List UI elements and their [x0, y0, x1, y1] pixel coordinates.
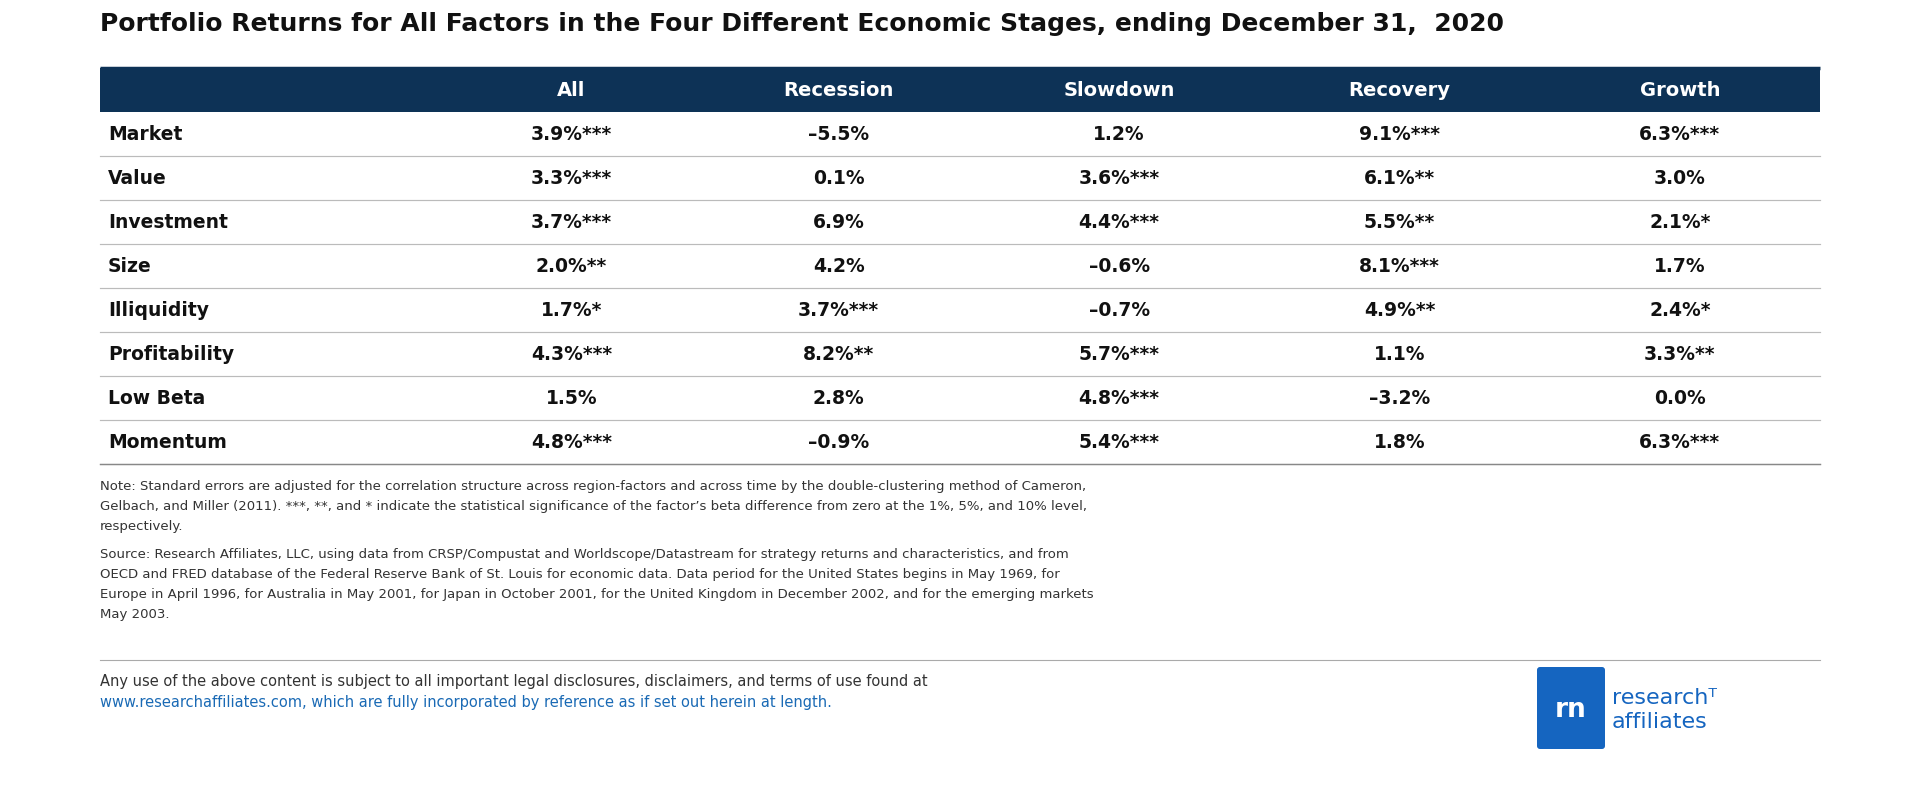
Text: 5.7%***: 5.7%*** [1079, 345, 1160, 364]
Text: 3.6%***: 3.6%*** [1079, 168, 1160, 187]
Text: Size: Size [108, 256, 152, 276]
Text: Portfolio Returns for All Factors in the Four Different Economic Stages, ending : Portfolio Returns for All Factors in the… [100, 12, 1503, 36]
Text: www.researchaffiliates.com, which are fully incorporated by reference as if set : www.researchaffiliates.com, which are fu… [100, 695, 831, 710]
Text: 1.2%: 1.2% [1092, 125, 1144, 144]
Text: Growth: Growth [1640, 80, 1720, 99]
Text: 1.1%: 1.1% [1373, 345, 1425, 364]
Text: 8.1%***: 8.1%*** [1359, 256, 1440, 276]
Text: 3.7%***: 3.7%*** [799, 300, 879, 319]
Text: respectively.: respectively. [100, 520, 184, 533]
Text: Investment: Investment [108, 213, 228, 232]
Text: Illiquidity: Illiquidity [108, 300, 209, 319]
Text: 3.7%***: 3.7%*** [530, 213, 612, 232]
Text: Recession: Recession [783, 80, 895, 99]
Text: 1.7%*: 1.7%* [541, 300, 603, 319]
Text: researchᵀ: researchᵀ [1613, 688, 1716, 708]
Text: –3.2%: –3.2% [1369, 388, 1430, 407]
Text: 3.3%***: 3.3%*** [530, 168, 612, 187]
Text: 5.4%***: 5.4%*** [1079, 433, 1160, 452]
Bar [100, 68, 1820, 112]
Text: Value: Value [108, 168, 167, 187]
Text: 6.9%: 6.9% [812, 213, 864, 232]
Text: 1.8%: 1.8% [1373, 433, 1425, 452]
Text: 1.7%: 1.7% [1653, 256, 1705, 276]
Text: 0.1%: 0.1% [812, 168, 864, 187]
Text: Note: Standard errors are adjusted for the correlation structure across region-f: Note: Standard errors are adjusted for t… [100, 480, 1087, 493]
Text: 0.0%: 0.0% [1653, 388, 1705, 407]
Text: 6.3%***: 6.3%*** [1640, 125, 1720, 144]
Text: 4.2%: 4.2% [812, 256, 864, 276]
Text: Low Beta: Low Beta [108, 388, 205, 407]
Text: 5.5%**: 5.5%** [1363, 213, 1434, 232]
Text: affiliates: affiliates [1613, 712, 1707, 732]
Text: –0.7%: –0.7% [1089, 300, 1150, 319]
Text: Europe in April 1996, for Australia in May 2001, for Japan in October 2001, for : Europe in April 1996, for Australia in M… [100, 588, 1094, 601]
FancyBboxPatch shape [1538, 667, 1605, 749]
Text: 6.3%***: 6.3%*** [1640, 433, 1720, 452]
Text: 2.1%*: 2.1%* [1649, 213, 1711, 232]
Text: Momentum: Momentum [108, 433, 227, 452]
Text: Gelbach, and Miller (2011). ***, **, and * indicate the statistical significance: Gelbach, and Miller (2011). ***, **, and… [100, 500, 1087, 513]
Text: May 2003.: May 2003. [100, 608, 169, 621]
Text: 2.4%*: 2.4%* [1649, 300, 1711, 319]
Text: 1.5%: 1.5% [545, 388, 597, 407]
Text: 4.4%***: 4.4%*** [1079, 213, 1160, 232]
Text: 4.9%**: 4.9%** [1363, 300, 1434, 319]
Text: 4.8%***: 4.8%*** [1079, 388, 1160, 407]
Text: 8.2%**: 8.2%** [803, 345, 874, 364]
Text: Slowdown: Slowdown [1064, 80, 1175, 99]
Text: All: All [557, 80, 586, 99]
Text: 3.0%: 3.0% [1653, 168, 1705, 187]
Text: 9.1%***: 9.1%*** [1359, 125, 1440, 144]
Text: Market: Market [108, 125, 182, 144]
Text: rn: rn [1555, 697, 1586, 723]
Text: OECD and FRED database of the Federal Reserve Bank of St. Louis for economic dat: OECD and FRED database of the Federal Re… [100, 568, 1060, 581]
Text: 3.3%**: 3.3%** [1644, 345, 1716, 364]
Text: 4.8%***: 4.8%*** [530, 433, 612, 452]
Text: –0.6%: –0.6% [1089, 256, 1150, 276]
Text: –5.5%: –5.5% [808, 125, 870, 144]
Text: Any use of the above content is subject to all important legal disclosures, disc: Any use of the above content is subject … [100, 674, 927, 689]
Text: 3.9%***: 3.9%*** [530, 125, 612, 144]
Text: –0.9%: –0.9% [808, 433, 870, 452]
Text: Profitability: Profitability [108, 345, 234, 364]
Text: Recovery: Recovery [1348, 80, 1450, 99]
Text: 4.3%***: 4.3%*** [530, 345, 612, 364]
Text: 6.1%**: 6.1%** [1363, 168, 1434, 187]
Text: 2.0%**: 2.0%** [536, 256, 607, 276]
Text: 2.8%: 2.8% [812, 388, 864, 407]
Text: Source: Research Affiliates, LLC, using data from CRSP/Compustat and Worldscope/: Source: Research Affiliates, LLC, using … [100, 548, 1069, 561]
